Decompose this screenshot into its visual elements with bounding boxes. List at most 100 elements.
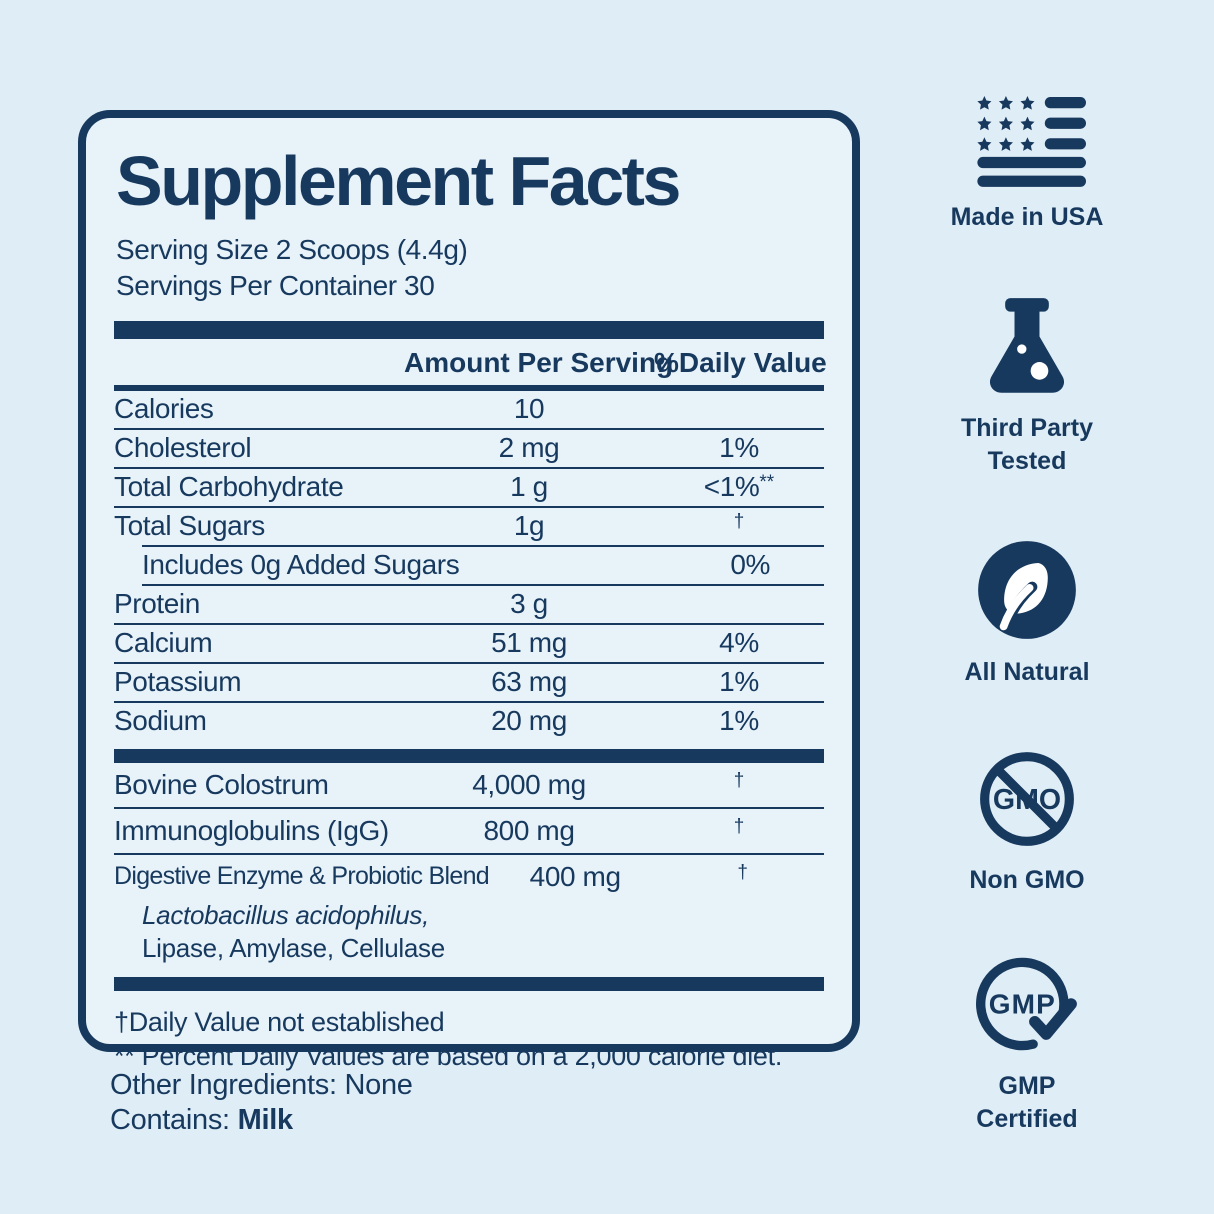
row-separator-indented <box>142 544 824 547</box>
divider-thick-bottom <box>114 976 824 991</box>
ingredient-dv: † <box>661 861 824 893</box>
nutrient-amount: 1 g <box>510 471 548 503</box>
ingredient-name: Bovine Colostrum <box>114 768 329 800</box>
badge-gmp-certified: GMP GMP Certified <box>926 952 1128 1136</box>
badge-label: Non GMO <box>969 866 1085 894</box>
badge-label: GMP Certified <box>976 1072 1078 1133</box>
dv-value: 4% <box>719 627 759 659</box>
contains-value: Milk <box>237 1104 294 1137</box>
nutrient-amount: 63 mg <box>491 666 567 698</box>
usa-flag-icon <box>977 96 1086 187</box>
dv-value: <1% <box>703 471 760 503</box>
nutrient-row-sodium: Sodium 20 mg 1% <box>114 703 824 740</box>
dv-footnote-mark: † <box>737 861 748 883</box>
dv-value: 1% <box>719 666 759 698</box>
row-separator <box>114 427 824 430</box>
below-panel-text: Other Ingredients: None Contains: Milk <box>110 1068 413 1139</box>
column-header-amount: Amount Per Serving <box>404 346 674 378</box>
badge-label: All Natural <box>964 658 1090 686</box>
panel-title: Supplement Facts <box>116 142 681 220</box>
ingredient-name: Immunoglobulins (IgG) <box>114 814 389 846</box>
nutrient-name: Total Carbohydrate <box>114 471 344 503</box>
nutrient-name: Potassium <box>114 666 242 698</box>
gmp-check-icon: GMP <box>976 957 1077 1051</box>
nutrient-name: Includes 0g Added Sugars <box>142 549 460 581</box>
blend-sub-ingredient-enzymes: Lipase, Amylase, Cellulase <box>142 932 445 963</box>
ingredient-row-bovine-colostrum: Bovine Colostrum 4,000 mg † <box>114 763 824 807</box>
nutrient-row-protein: Protein 3 g <box>114 586 824 623</box>
badge-made-in-usa: Made in USA <box>926 95 1128 234</box>
footnotes: †Daily Value not established ** Percent … <box>114 1005 824 1073</box>
ingredient-name: Digestive Enzyme & Probiotic Blend <box>114 862 490 891</box>
divider-thick-top <box>114 320 824 339</box>
ingredient-amount: 4,000 mg <box>472 768 586 800</box>
badge-label: Third Party Tested <box>961 414 1093 475</box>
divider-header <box>114 384 824 391</box>
badge-non-gmo: GMO Non GMO <box>926 748 1128 897</box>
nutrient-dv: 4% <box>654 627 824 659</box>
dv-value: 1% <box>719 705 759 737</box>
row-separator <box>114 466 824 469</box>
nutrient-name: Cholesterol <box>114 432 252 464</box>
row-separator-indented <box>142 583 824 586</box>
table-header-row: Amount Per Serving %Daily Value <box>114 339 827 385</box>
dv-value: 1% <box>719 432 759 464</box>
nutrient-amount: 1g <box>513 510 545 542</box>
nutrient-amount: 10 <box>513 393 545 425</box>
nutrient-amount: 20 mg <box>491 705 567 737</box>
nutrient-name: Calcium <box>114 627 213 659</box>
badge-third-party-tested: Third Party Tested <box>926 298 1128 478</box>
divider-thick-middle <box>114 748 824 763</box>
blend-sub-ingredient-probiotic: Lactobacillus acidophilus, <box>142 899 430 930</box>
gmp-icon-text: GMP <box>989 988 1056 1019</box>
other-ingredients-label: Other Ingredients: <box>110 1069 337 1101</box>
row-separator <box>114 852 824 855</box>
dv-value: 0% <box>730 549 771 581</box>
nutrient-name: Total Sugars <box>114 510 265 542</box>
dv-footnote-mark: ** <box>759 472 775 494</box>
nutrient-amount: 2 mg <box>498 432 560 464</box>
supplement-facts-panel: Supplement Facts Serving Size 2 Scoops (… <box>78 110 860 1071</box>
footnote-daily-value: †Daily Value not established <box>114 1006 445 1037</box>
badge-label: Made in USA <box>950 203 1104 231</box>
nutrient-row-calcium: Calcium 51 mg 4% <box>114 625 824 662</box>
nutrient-row-cholesterol: Cholesterol 2 mg 1% <box>114 430 824 467</box>
ingredient-amount: 800 mg <box>483 814 575 846</box>
ingredient-row-immunoglobulins: Immunoglobulins (IgG) 800 mg † <box>114 809 824 853</box>
nutrient-name: Calories <box>114 393 214 425</box>
nutrient-amount: 3 g <box>510 588 548 620</box>
nutrient-name: Protein <box>114 588 200 620</box>
nutrient-row-total-carbohydrate: Total Carbohydrate 1 g <1%** <box>114 469 824 506</box>
lab-flask-icon <box>989 298 1065 393</box>
servings-per-container: Servings Per Container 30 <box>116 270 435 302</box>
other-ingredients-line: Other Ingredients: None <box>110 1068 413 1103</box>
ingredient-dv: † <box>654 769 824 801</box>
no-gmo-icon: GMO <box>980 752 1074 846</box>
ingredient-amount: 400 mg <box>529 860 621 892</box>
badge-all-natural: All Natural <box>926 538 1128 689</box>
nutrient-row-potassium: Potassium 63 mg 1% <box>114 664 824 701</box>
nutrient-dv: 1% <box>654 705 824 737</box>
row-separator <box>114 505 824 508</box>
nutrient-row-added-sugars: Includes 0g Added Sugars 0% <box>114 547 824 584</box>
dv-footnote-mark: † <box>733 769 745 791</box>
contains-line: Contains: Milk <box>110 1103 413 1138</box>
row-separator <box>114 806 824 809</box>
nutrient-amount: 51 mg <box>491 627 567 659</box>
contains-label: Contains: <box>110 1104 230 1137</box>
row-separator <box>114 661 824 664</box>
row-separator <box>114 622 824 625</box>
nutrient-dv: <1%** <box>654 471 824 503</box>
footnote-percent-dv: ** Percent Daily Values are based on a 2… <box>114 1040 783 1071</box>
nutrient-dv: 1% <box>654 432 824 464</box>
nutrient-row-total-sugars: Total Sugars 1g † <box>114 508 824 545</box>
other-ingredients-value: None <box>344 1069 413 1101</box>
ingredient-row-digestive-blend: Digestive Enzyme & Probiotic Blend 400 m… <box>114 855 824 899</box>
leaf-icon <box>978 541 1076 639</box>
dv-footnote-mark: † <box>733 511 745 533</box>
nutrient-dv: 0% <box>676 549 824 581</box>
nutrient-dv: † <box>654 510 824 542</box>
serving-size: Serving Size 2 Scoops (4.4g) <box>116 234 468 265</box>
nutrient-row-calories: Calories 10 <box>114 391 824 428</box>
row-separator <box>114 700 824 703</box>
